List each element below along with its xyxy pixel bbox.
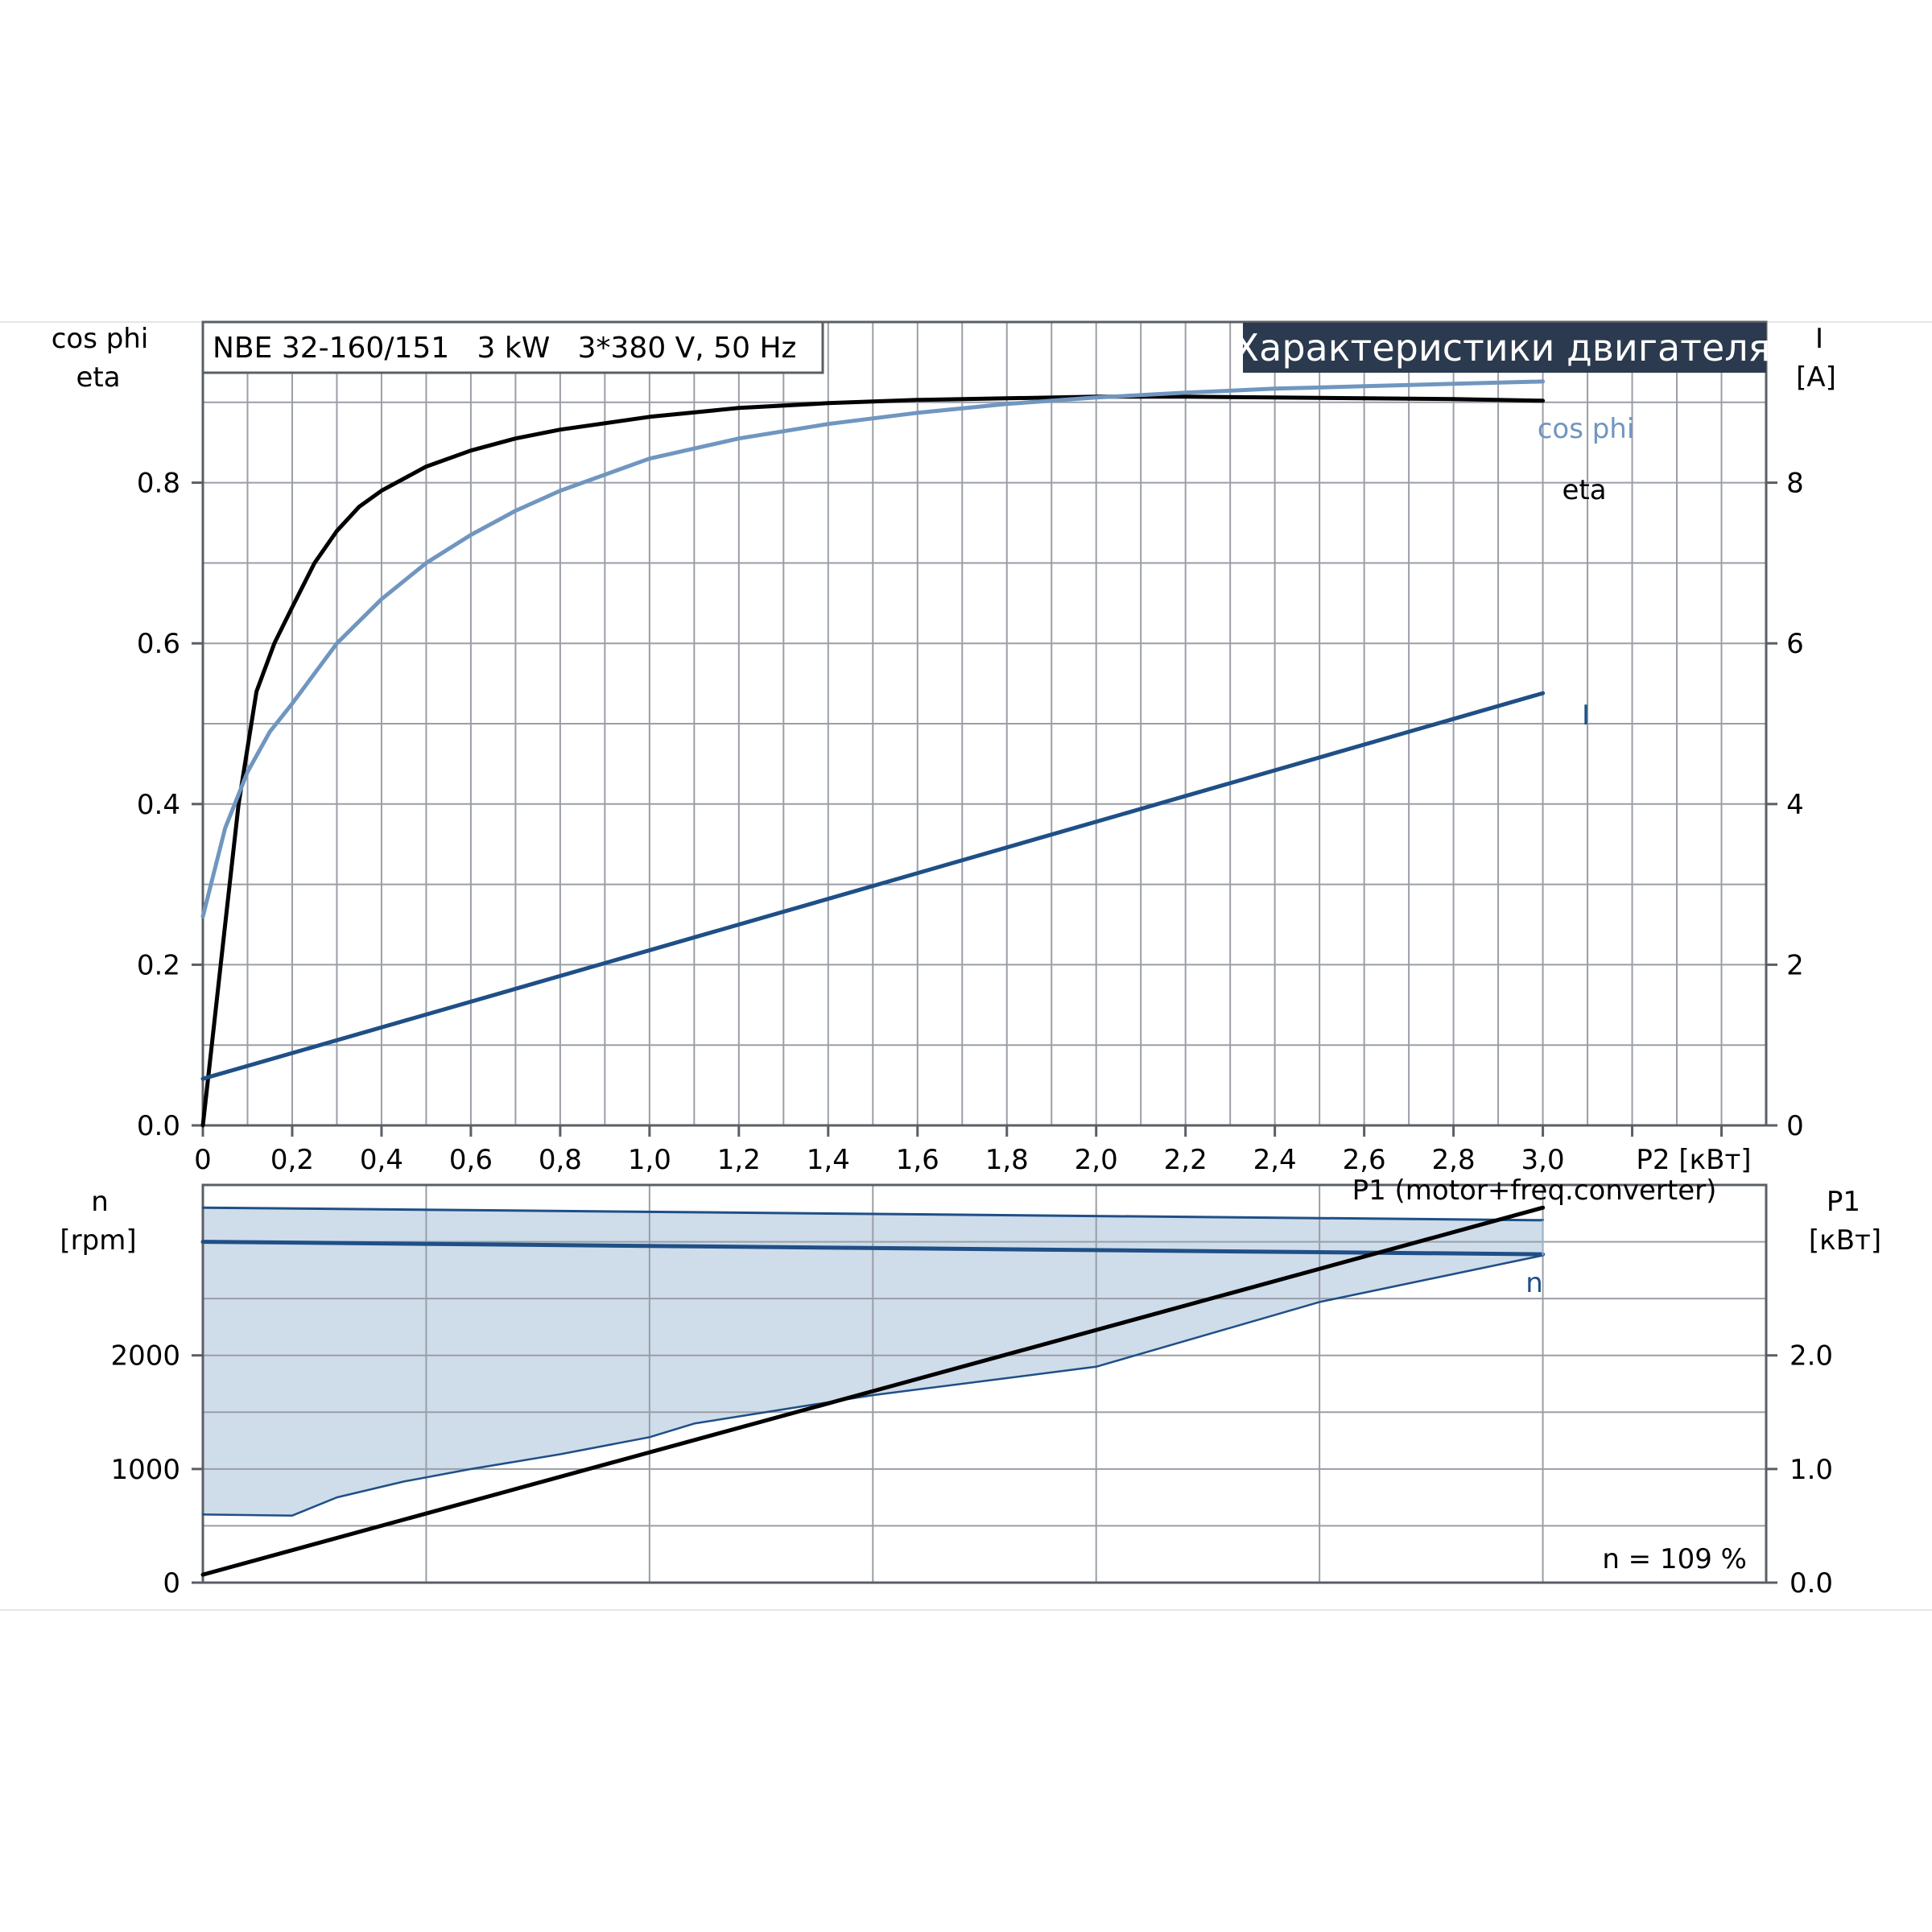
model-label-box xyxy=(201,320,824,374)
y-left-tick-label: 0.2 xyxy=(137,949,180,981)
bottom-left-axis-title-2: [rpm] xyxy=(60,1224,136,1257)
bottom-chart-curves xyxy=(200,1205,1546,1577)
top-right-axis-title-1: I xyxy=(1815,323,1823,355)
x-tick-label: 3,0 xyxy=(1521,1144,1565,1176)
top-left-axis-title-2: eta xyxy=(76,361,120,394)
y-right-tick-label: 6 xyxy=(1786,628,1804,660)
model-label: NBE 32-160/151 3 kW 3*380 V, 50 Hz xyxy=(213,332,796,365)
bottom-right-axis-title-1: P1 xyxy=(1827,1186,1860,1218)
y-left-tick-label: 0.0 xyxy=(137,1110,180,1142)
p1-tick-label: 0.0 xyxy=(1790,1567,1833,1600)
x-tick-label: 0,2 xyxy=(270,1144,314,1176)
n-tick-label: 2000 xyxy=(110,1340,180,1373)
y-left-tick-label: 0.8 xyxy=(137,468,180,500)
x-tick-label: 2,2 xyxy=(1164,1144,1208,1176)
cos-phi-curve xyxy=(200,379,1546,919)
x-tick-label: 2,6 xyxy=(1343,1144,1386,1176)
x-tick-label: 2,0 xyxy=(1075,1144,1118,1176)
y-left-tick-label: 0.6 xyxy=(137,628,180,660)
x-tick-label: 0 xyxy=(194,1144,212,1176)
n-tick-label: 0 xyxy=(163,1567,180,1600)
eta-curve xyxy=(200,394,1546,1128)
y-right-tick-label: 0 xyxy=(1786,1110,1804,1142)
n-range-min-curve xyxy=(201,1254,1544,1517)
top-chart-grid xyxy=(203,322,1766,1125)
top-chart-frame xyxy=(201,320,1768,1127)
x-tick-label: 0,6 xyxy=(449,1144,493,1176)
n-curve xyxy=(200,1240,1546,1257)
bottom-left-axis-title-1: n xyxy=(91,1186,109,1218)
cos-phi-curve-label: cos phi xyxy=(1538,413,1635,445)
top-chart-curves xyxy=(200,379,1546,1128)
p1-curve xyxy=(200,1205,1546,1577)
banner xyxy=(1243,323,1766,373)
current-curve xyxy=(200,691,1546,1081)
banner-title: Характеристики двигателя xyxy=(1234,326,1771,369)
x-axis-title: P2 [кВт] xyxy=(1636,1144,1751,1176)
p1-tick-label: 1.0 xyxy=(1790,1454,1833,1486)
n-range-max-curve xyxy=(201,1206,1545,1222)
eta-curve-label: eta xyxy=(1562,474,1606,506)
bottom-chart-grid xyxy=(203,1185,1766,1583)
top-right-axis-title-2: [A] xyxy=(1796,361,1836,394)
y-right-tick-label: 4 xyxy=(1786,789,1804,821)
n-curve-label: n xyxy=(1525,1267,1543,1299)
y-right-tick-label: 8 xyxy=(1786,468,1804,500)
bottom-chart-frame xyxy=(201,1183,1768,1584)
top-chart-ticks: 0 0,2 0,4 0,6 0,8 1,0 1,2 1,4 1,6 1,8 2,0 2,2 2,4 2,6… xyxy=(137,468,1804,1176)
top-left-axis-title-1: cos phi xyxy=(52,323,149,355)
bottom-chart-ticks: 0 1000 2000 0.0 1.0 2.0 xyxy=(110,1340,1833,1600)
x-tick-label: 1,4 xyxy=(807,1144,850,1176)
y-right-tick-label: 2 xyxy=(1786,949,1804,981)
x-tick-label: 2,8 xyxy=(1432,1144,1476,1176)
x-tick-label: 1,0 xyxy=(628,1144,671,1176)
x-tick-label: 0,8 xyxy=(539,1144,582,1176)
x-tick-label: 1,8 xyxy=(985,1144,1029,1176)
p1-curve-label: P1 (motor+freq.converter) xyxy=(1352,1174,1717,1207)
x-tick-label: 1,6 xyxy=(896,1144,939,1176)
bottom-right-axis-title-2: [кВт] xyxy=(1809,1224,1881,1257)
x-tick-label: 0,4 xyxy=(360,1144,403,1176)
x-tick-label: 1,2 xyxy=(717,1144,761,1176)
speed-annotation: n = 109 % xyxy=(1602,1543,1747,1575)
y-left-tick-label: 0.4 xyxy=(137,789,180,821)
n-tick-label: 1000 xyxy=(110,1454,180,1486)
x-tick-label: 2,4 xyxy=(1253,1144,1297,1176)
p1-tick-label: 2.0 xyxy=(1790,1340,1833,1373)
current-curve-label: I xyxy=(1582,700,1590,732)
